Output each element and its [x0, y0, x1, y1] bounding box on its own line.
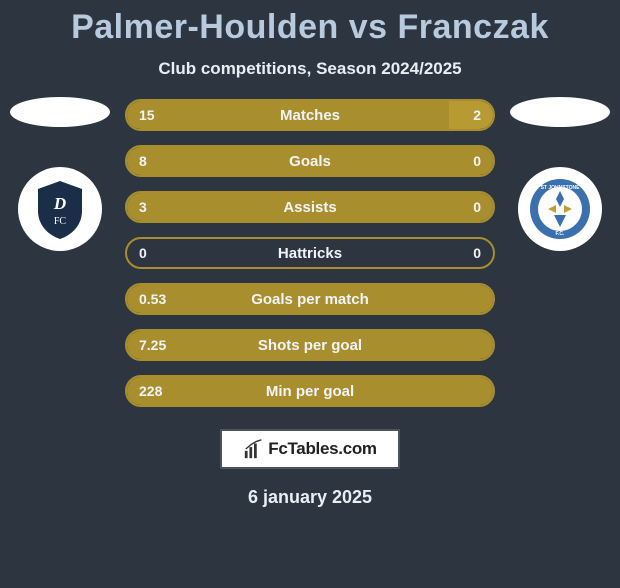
subtitle: Club competitions, Season 2024/2025	[0, 59, 620, 79]
stat-row: 0Hattricks0	[125, 237, 495, 269]
stat-label: Goals	[127, 153, 493, 170]
stat-row: 228Min per goal	[125, 375, 495, 407]
svg-text:ST JOHNSTONE: ST JOHNSTONE	[541, 185, 580, 191]
date-text: 6 january 2025	[0, 487, 620, 508]
stat-label: Shots per goal	[127, 337, 493, 354]
stat-row: 0.53Goals per match	[125, 283, 495, 315]
stats-container: 15Matches28Goals03Assists00Hattricks00.5…	[125, 97, 495, 407]
branding-box: FcTables.com	[220, 429, 400, 469]
player-silhouette-right	[510, 97, 610, 127]
stjohnstone-crest-icon: ST JOHNSTONE F.C.	[528, 177, 592, 241]
stat-value-right: 0	[473, 199, 481, 215]
svg-text:FC: FC	[54, 216, 67, 227]
club-crest-left: D FC	[18, 167, 102, 251]
comparison-panel: D FC ST JOHNSTONE F.C. 15Matches2 8Goals0…	[0, 97, 620, 407]
stat-label: Matches	[127, 107, 493, 124]
stat-row: 15Matches2	[125, 99, 495, 131]
svg-text:F.C.: F.C.	[556, 231, 566, 237]
stat-label: Assists	[127, 199, 493, 216]
stat-row: 8Goals0	[125, 145, 495, 177]
stat-label: Hattricks	[127, 245, 493, 262]
page-title: Palmer-Houlden vs Franczak	[0, 8, 620, 47]
svg-text:D: D	[53, 194, 66, 213]
club-crest-right: ST JOHNSTONE F.C.	[518, 167, 602, 251]
player-right-column: ST JOHNSTONE F.C.	[510, 97, 610, 251]
dundee-crest-icon: D FC	[28, 177, 92, 241]
fctables-icon	[243, 438, 265, 460]
branding-text: FcTables.com	[268, 439, 377, 459]
stat-value-right: 0	[473, 245, 481, 261]
stat-label: Min per goal	[127, 383, 493, 400]
stat-row: 3Assists0	[125, 191, 495, 223]
player-silhouette-left	[10, 97, 110, 127]
player-left-column: D FC	[10, 97, 110, 251]
stat-value-right: 0	[473, 153, 481, 169]
stat-row: 7.25Shots per goal	[125, 329, 495, 361]
stat-value-right: 2	[473, 107, 481, 123]
stat-label: Goals per match	[127, 291, 493, 308]
